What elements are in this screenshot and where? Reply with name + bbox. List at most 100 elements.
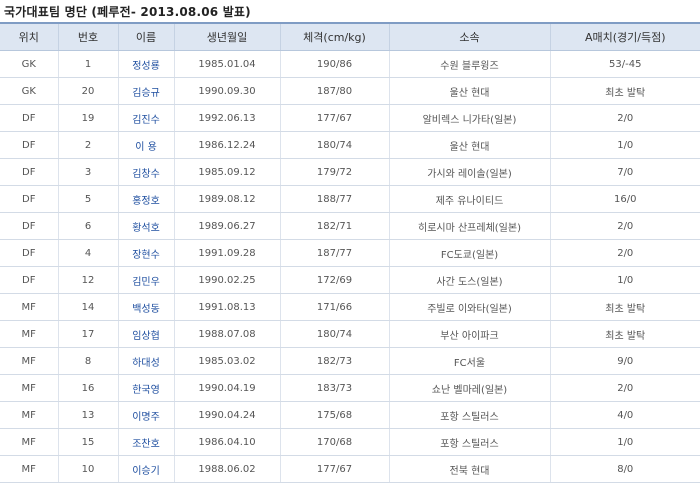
cell-physique: 182/71 xyxy=(280,212,390,240)
cell-number: 2 xyxy=(58,131,119,159)
cell-a-match: 2/0 xyxy=(550,374,700,402)
cell-club: 울산 현대 xyxy=(389,131,551,159)
cell-number: 20 xyxy=(58,77,119,105)
cell-club: FC서울 xyxy=(389,347,551,375)
cell-a-match: 최초 발탁 xyxy=(550,293,700,321)
cell-birthdate: 1985.09.12 xyxy=(174,158,281,186)
cell-number: 1 xyxy=(58,50,119,78)
cell-birthdate: 1989.06.27 xyxy=(174,212,281,240)
cell-a-match: 16/0 xyxy=(550,185,700,213)
cell-club: 포항 스틸러스 xyxy=(389,401,551,429)
cell-name: 이 용 xyxy=(118,131,175,159)
cell-number: 12 xyxy=(58,266,119,294)
cell-club: 포항 스틸러스 xyxy=(389,428,551,456)
cell-birthdate: 1986.04.10 xyxy=(174,428,281,456)
cell-number: 17 xyxy=(58,320,119,348)
cell-name: 백성동 xyxy=(118,293,175,321)
cell-club: 쇼난 벨마레(일본) xyxy=(389,374,551,402)
player-name-link[interactable]: 한국영 xyxy=(132,384,160,396)
header-row: 위치 번호 이름 생년월일 체격(cm/kg) 소속 A매치(경기/득점) xyxy=(0,22,700,51)
cell-name: 정성룡 xyxy=(118,50,175,78)
cell-position: DF xyxy=(0,185,59,213)
cell-a-match: 2/0 xyxy=(550,239,700,267)
player-name-link[interactable]: 김민우 xyxy=(132,276,160,288)
cell-name: 황석호 xyxy=(118,212,175,240)
cell-physique: 170/68 xyxy=(280,428,390,456)
player-name-link[interactable]: 정성룡 xyxy=(132,60,160,72)
cell-birthdate: 1985.01.04 xyxy=(174,50,281,78)
cell-a-match: 1/0 xyxy=(550,428,700,456)
cell-a-match: 최초 발탁 xyxy=(550,77,700,105)
cell-position: GK xyxy=(0,50,59,78)
cell-position: DF xyxy=(0,158,59,186)
cell-position: DF xyxy=(0,104,59,132)
cell-physique: 177/67 xyxy=(280,455,390,483)
cell-position: DF xyxy=(0,239,59,267)
cell-a-match: 1/0 xyxy=(550,131,700,159)
cell-physique: 187/80 xyxy=(280,77,390,105)
cell-position: GK xyxy=(0,77,59,105)
player-name-link[interactable]: 이승기 xyxy=(132,465,160,477)
table-row: DF 12 김민우 1990.02.25 172/69 사간 도스(일본) 1/0 xyxy=(0,266,700,294)
cell-club: 가시와 레이솔(일본) xyxy=(389,158,551,186)
player-name-link[interactable]: 임상협 xyxy=(132,330,160,342)
table-row: MF 17 임상협 1988.07.08 180/74 부산 아이파크 최초 발탁 xyxy=(0,320,700,348)
player-name-link[interactable]: 김진수 xyxy=(132,114,160,126)
cell-name: 장현수 xyxy=(118,239,175,267)
cell-number: 10 xyxy=(58,455,119,483)
cell-physique: 179/72 xyxy=(280,158,390,186)
cell-birthdate: 1990.04.24 xyxy=(174,401,281,429)
cell-club: 수원 블루윙즈 xyxy=(389,50,551,78)
cell-number: 13 xyxy=(58,401,119,429)
cell-a-match: 2/0 xyxy=(550,212,700,240)
table-row: DF 5 홍정호 1989.08.12 188/77 제주 유나이티드 16/0 xyxy=(0,185,700,213)
table-row: MF 8 하대성 1985.03.02 182/73 FC서울 9/0 xyxy=(0,347,700,375)
cell-club: 사간 도스(일본) xyxy=(389,266,551,294)
cell-physique: 190/86 xyxy=(280,50,390,78)
player-name-link[interactable]: 김승규 xyxy=(132,87,160,99)
table-row: DF 4 장현수 1991.09.28 187/77 FC도쿄(일본) 2/0 xyxy=(0,239,700,267)
table-row: DF 2 이 용 1986.12.24 180/74 울산 현대 1/0 xyxy=(0,131,700,159)
cell-club: 전북 현대 xyxy=(389,455,551,483)
cell-position: MF xyxy=(0,320,59,348)
cell-name: 김진수 xyxy=(118,104,175,132)
player-name-link[interactable]: 하대성 xyxy=(132,357,160,369)
cell-position: DF xyxy=(0,212,59,240)
cell-name: 조찬호 xyxy=(118,428,175,456)
cell-birthdate: 1990.02.25 xyxy=(174,266,281,294)
cell-birthdate: 1988.07.08 xyxy=(174,320,281,348)
cell-club: 제주 유나이티드 xyxy=(389,185,551,213)
cell-number: 15 xyxy=(58,428,119,456)
cell-physique: 172/69 xyxy=(280,266,390,294)
player-name-link[interactable]: 이 용 xyxy=(135,141,157,153)
table-row: DF 19 김진수 1992.06.13 177/67 알비렉스 니가타(일본) 2/0 xyxy=(0,104,700,132)
cell-physique: 188/77 xyxy=(280,185,390,213)
cell-name: 한국영 xyxy=(118,374,175,402)
cell-position: DF xyxy=(0,266,59,294)
roster-table: 위치 번호 이름 생년월일 체격(cm/kg) 소속 A매치(경기/득점) GK… xyxy=(0,22,700,483)
cell-a-match: 9/0 xyxy=(550,347,700,375)
table-row: MF 10 이승기 1988.06.02 177/67 전북 현대 8/0 xyxy=(0,455,700,483)
player-name-link[interactable]: 황석호 xyxy=(132,222,160,234)
cell-birthdate: 1990.04.19 xyxy=(174,374,281,402)
cell-name: 하대성 xyxy=(118,347,175,375)
player-name-link[interactable]: 조찬호 xyxy=(132,438,160,450)
cell-name: 홍정호 xyxy=(118,185,175,213)
cell-club: 주빌로 이와타(일본) xyxy=(389,293,551,321)
cell-a-match: 53/-45 xyxy=(550,50,700,78)
cell-birthdate: 1985.03.02 xyxy=(174,347,281,375)
cell-birthdate: 1991.08.13 xyxy=(174,293,281,321)
player-name-link[interactable]: 김창수 xyxy=(132,168,160,180)
player-name-link[interactable]: 장현수 xyxy=(132,249,160,261)
cell-position: MF xyxy=(0,428,59,456)
cell-club: 울산 현대 xyxy=(389,77,551,105)
cell-physique: 187/77 xyxy=(280,239,390,267)
player-name-link[interactable]: 이명주 xyxy=(132,411,160,423)
cell-number: 14 xyxy=(58,293,119,321)
page-title: 국가대표팀 명단 (페루전- 2013.08.06 발표) xyxy=(4,5,251,19)
player-name-link[interactable]: 홍정호 xyxy=(132,195,160,207)
player-name-link[interactable]: 백성동 xyxy=(132,303,160,315)
cell-physique: 177/67 xyxy=(280,104,390,132)
cell-name: 김승규 xyxy=(118,77,175,105)
cell-name: 김창수 xyxy=(118,158,175,186)
